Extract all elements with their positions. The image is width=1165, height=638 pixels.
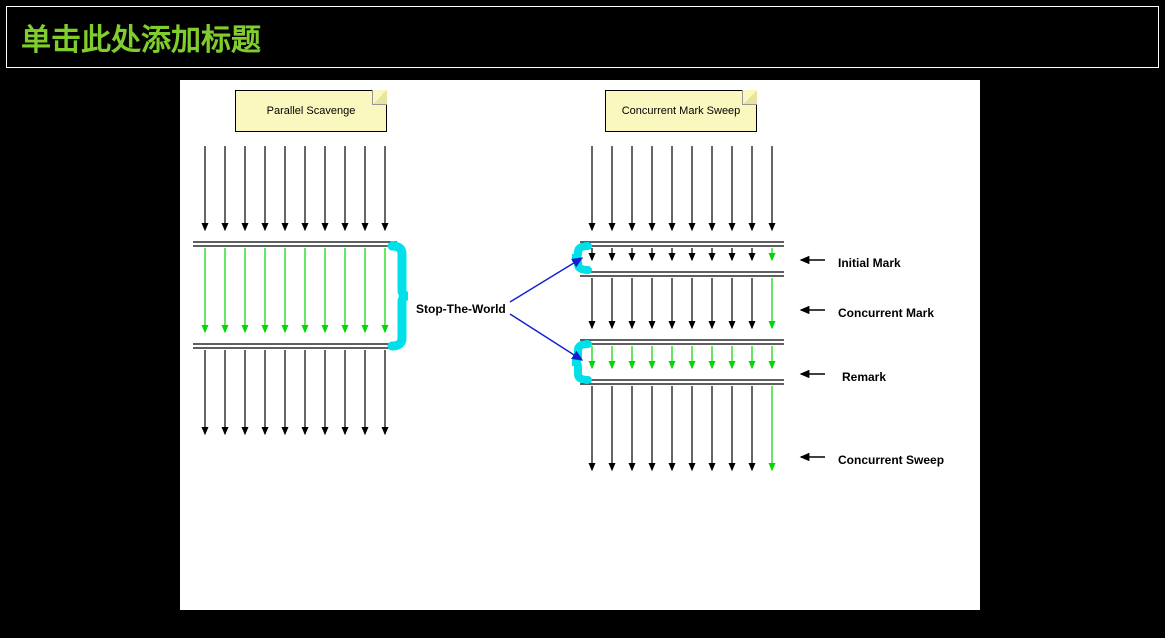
page-title[interactable]: 单击此处添加标题	[21, 24, 261, 57]
title-bar: 单击此处添加标题	[6, 6, 1159, 68]
diagram-svg	[180, 80, 980, 610]
diagram-canvas: Parallel Scavenge Concurrent Mark Sweep …	[180, 80, 980, 610]
